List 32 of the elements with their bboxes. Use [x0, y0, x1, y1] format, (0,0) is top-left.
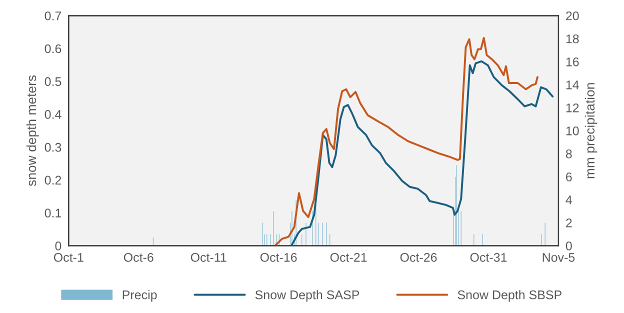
- y2-tick-label: 20: [566, 11, 579, 20]
- x-tick-label: Oct-21: [330, 252, 367, 262]
- legend-label: Precip: [122, 290, 157, 302]
- x-tick-label: Oct-11: [190, 252, 226, 262]
- y2-tick-label: 10: [566, 126, 579, 136]
- y-tick-label: 0.7: [44, 11, 62, 20]
- y-tick-label: 0.5: [44, 77, 62, 86]
- y2-tick-label: 18: [566, 34, 579, 44]
- y-tick-label: 0.6: [44, 44, 62, 54]
- y-tick-label: 0.1: [44, 208, 62, 218]
- y2-tick-label: 4: [566, 196, 572, 204]
- y2-tick-label: 12: [566, 103, 579, 112]
- y2-tick-label: 14: [566, 80, 579, 90]
- y2-tick-label: 16: [566, 57, 579, 66]
- y-tick-label: 0: [55, 242, 62, 250]
- y-tick-label: 0.3: [44, 142, 62, 152]
- y2-tick-label: 8: [566, 149, 572, 158]
- y2-tick-label: 0: [566, 242, 572, 250]
- y-tick-label: 0.2: [44, 176, 62, 185]
- legend-label: Snow Depth SASP: [255, 290, 360, 302]
- x-tick-label: Oct-26: [400, 252, 437, 262]
- y-axis-title: snow depth meters: [26, 75, 39, 186]
- y2-tick-label: 2: [566, 218, 572, 228]
- x-tick-label: Oct-31: [470, 252, 507, 262]
- y2-axis-title: mm precipitation: [584, 83, 598, 178]
- x-tick-label: Nov-5: [542, 253, 575, 262]
- x-tick-label: Oct-16: [260, 252, 297, 262]
- y2-tick-label: 6: [566, 172, 572, 182]
- legend-label: Snow Depth SBSP: [458, 290, 562, 302]
- y-tick-label: 0.4: [44, 110, 62, 119]
- x-tick-label: Oct-6: [124, 252, 154, 262]
- x-tick-label: Oct-1: [54, 252, 84, 262]
